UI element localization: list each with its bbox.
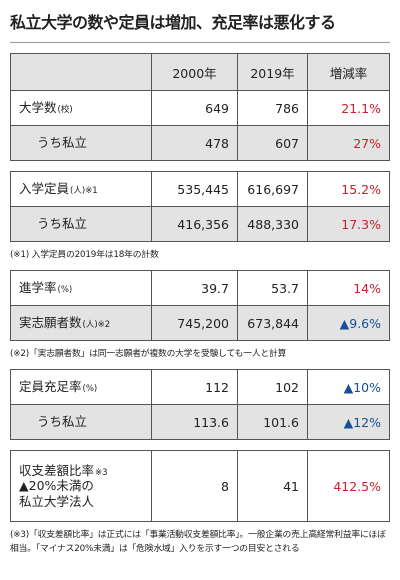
label-text: 実志願者数: [19, 315, 82, 331]
label-text: うち私立: [37, 414, 88, 430]
header-row: 2000年 2019年 増減率: [11, 54, 389, 90]
table-row: うち私立 478 607 27%: [11, 125, 389, 160]
table-block: 進学率(%) 39.7 53.7 14% 実志願者数(人)※2 745,200 673,84…: [10, 270, 390, 342]
value-cell: 478: [151, 126, 237, 160]
table-row: 実志願者数(人)※2 745,200 673,844 ▲9.6%: [11, 305, 389, 341]
label-line: うち私立: [37, 414, 87, 430]
label-text: 進学率: [19, 280, 57, 296]
table-row: 入学定員(人)※1 535,445 616,697 15.2%: [11, 172, 389, 206]
label-text: 私立大学法人: [19, 493, 95, 509]
row-label: 収支差額比率※3 ▲20%未満の 私立大学法人: [11, 451, 151, 521]
label-line: ▲20%未満の: [19, 478, 143, 494]
header-cell: 増減率: [307, 54, 389, 90]
table-block: 2000年 2019年 増減率大学数(校) 649 786 21.1% うち私立 478 607…: [10, 53, 390, 161]
header-cell: 2019年: [237, 54, 307, 90]
note: (※1) 入学定員の2019年は18年の計数: [10, 250, 159, 260]
label-unit: (人)※1: [70, 186, 98, 197]
label-line: うち私立: [37, 216, 87, 232]
change-cell: 21.1%: [307, 91, 389, 125]
value-cell: 488,330: [237, 207, 307, 241]
row-label: 実志願者数(人)※2: [11, 306, 151, 340]
label-unit: (校): [57, 105, 73, 116]
label-line: 私立大学法人: [19, 494, 143, 510]
value-cell: 416,356: [151, 207, 237, 241]
label-unit: (%): [82, 384, 98, 395]
change-cell: 412.5%: [307, 451, 389, 522]
table-row: 進学率(%) 39.7 53.7 14%: [11, 271, 389, 306]
row-label: うち私立: [11, 405, 151, 439]
label-line: 入学定員(人)※1: [19, 181, 98, 197]
row-label: 大学数(校): [11, 91, 151, 125]
value-cell: 607: [237, 126, 307, 160]
change-cell: 15.2%: [307, 172, 389, 206]
value-cell: 8: [151, 451, 237, 522]
table-block: 定員充足率(%) 112 102 ▲10% うち私立 113.6 101.6 ▲12%: [10, 369, 390, 441]
header-cell: 2000年: [151, 54, 237, 90]
value-cell: 745,200: [151, 306, 237, 341]
row-label: うち私立: [11, 126, 151, 160]
label-text: うち私立: [37, 135, 88, 151]
value-cell: 616,697: [237, 172, 307, 206]
label-unit: (人)※2: [82, 320, 111, 331]
content: 2000年 2019年 増減率大学数(校) 649 786 21.1% うち私立 478 607…: [10, 53, 390, 556]
row-label: 定員充足率(%): [11, 370, 151, 404]
note: (※3)「収支差額比率」は正式には「事業活動収支差額比率」。一般企業の売上高経常…: [10, 530, 386, 555]
label-line: 進学率(%): [19, 280, 72, 296]
value-cell: 535,445: [151, 172, 237, 206]
change-cell: 27%: [307, 126, 389, 160]
label-line: 大学数(校): [19, 100, 73, 116]
header-cell: [11, 54, 151, 90]
label-text: 大学数: [19, 100, 57, 116]
label-line: 定員充足率(%): [19, 379, 97, 395]
value-cell: 53.7: [237, 271, 307, 306]
table-row: うち私立 416,356 488,330 17.3%: [11, 206, 389, 241]
table-block: 入学定員(人)※1 535,445 616,697 15.2% うち私立 416,356 4…: [10, 171, 390, 242]
value-cell: 113.6: [151, 405, 237, 440]
table-row: うち私立 113.6 101.6 ▲12%: [11, 404, 389, 440]
label-text: 収支差額比率: [19, 462, 95, 478]
label-unit: (%): [57, 285, 73, 296]
row-label: 入学定員(人)※1: [11, 172, 151, 206]
change-cell: ▲9.6%: [307, 306, 389, 341]
change-cell: ▲12%: [307, 405, 389, 440]
table-block: 収支差額比率※3 ▲20%未満の 私立大学法人 8 41 412.5%: [10, 450, 390, 523]
table-row: 大学数(校) 649 786 21.1%: [11, 90, 389, 125]
row-label: 進学率(%): [11, 271, 151, 305]
table-row: 定員充足率(%) 112 102 ▲10%: [11, 370, 389, 405]
label-line: うち私立: [37, 135, 87, 151]
row-label: うち私立: [11, 207, 151, 241]
label-text: 定員充足率: [19, 379, 82, 395]
value-cell: 649: [151, 91, 237, 125]
note: (※2)「実志願者数」は同一志願者が複数の大学を受験しても一人と計算: [10, 349, 287, 360]
value-cell: 39.7: [151, 271, 237, 306]
label-line: 収支差額比率※3: [19, 463, 108, 479]
value-cell: 786: [237, 91, 307, 125]
label-unit: ※3: [95, 467, 108, 478]
value-cell: 102: [237, 370, 307, 405]
value-cell: 673,844: [237, 306, 307, 341]
change-cell: 17.3%: [307, 207, 389, 241]
value-cell: 101.6: [237, 405, 307, 440]
label-text: 入学定員: [19, 181, 70, 197]
value-cell: 112: [151, 370, 237, 405]
label-line: 実志願者数(人)※2: [19, 315, 110, 331]
label-text: ▲20%未満の: [19, 478, 94, 494]
value-cell: 41: [237, 451, 307, 522]
change-cell: ▲10%: [307, 370, 389, 405]
label-text: うち私立: [37, 216, 88, 232]
change-cell: 14%: [307, 271, 389, 306]
table-row: 収支差額比率※3 ▲20%未満の 私立大学法人 8 41 412.5%: [11, 451, 389, 522]
title: 私立大学の数や定員は増加、充足率は悪化する: [10, 8, 390, 43]
